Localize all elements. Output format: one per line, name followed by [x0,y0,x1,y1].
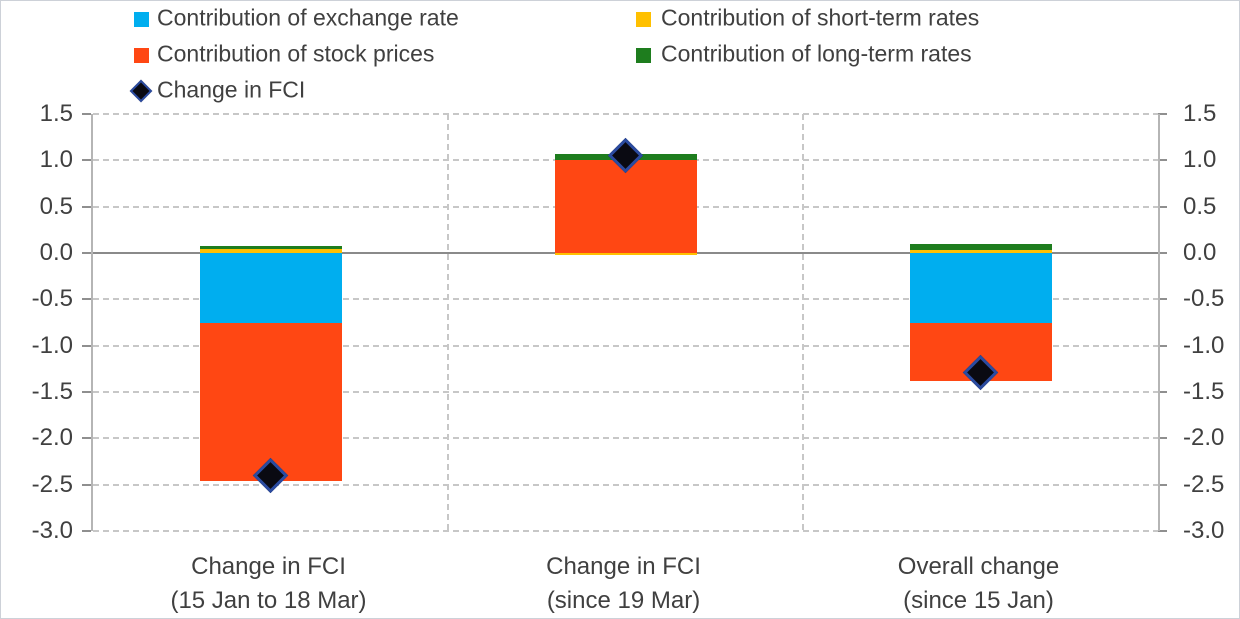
x-category-label: Change in FCI (15 Jan to 18 Mar) [99,550,439,618]
y-tick-label-left: 1.0 [39,146,73,174]
y-tick-mark-right [1158,344,1167,347]
y-tick-mark-right [1158,483,1167,486]
gridline-1.5 [93,113,1158,115]
legend-square-marker [636,48,651,63]
bar-segment [199,245,342,250]
y-tick-label-right: 0.5 [1183,192,1217,220]
y-tick-mark-right [1158,437,1167,440]
bar-segment [909,243,1052,251]
y-tick-mark-right [1158,391,1167,393]
category-separator [802,114,804,531]
y-tick-mark-left [82,391,91,393]
bar-segment [199,323,342,481]
gridline--0.5 [93,298,1158,301]
y-tick-label-left: -1.5 [31,378,73,405]
y-tick-label-left: -3.0 [31,517,73,544]
bar-segment [554,253,697,255]
bar-segment [199,253,342,324]
bar-segment [199,249,342,253]
gridline--1.5 [93,391,1158,393]
y-tick-mark-left [82,113,91,115]
gridline--2.5 [93,483,1158,486]
legend-label: Contribution of short-term rates [661,4,980,31]
y-tick-mark-left [82,344,91,347]
y-tick-label-right: -0.5 [1183,285,1225,313]
legend-diamond-marker [129,79,153,103]
gridline--2.0 [93,437,1158,440]
y-tick-label-right: -2.5 [1183,470,1225,498]
y-tick-label-left: 1.5 [39,100,73,127]
y-tick-label-right: -1.0 [1183,331,1225,359]
y-tick-label-right: -2.0 [1183,424,1225,452]
y-tick-label-right: 0.0 [1183,239,1217,266]
y-tick-label-left: 0.0 [39,239,73,266]
y-tick-mark-left [82,437,91,440]
legend-label: Contribution of stock prices [157,40,435,67]
y-tick-label-left: -1.0 [31,331,73,359]
x-category-label: Overall change (since 15 Jan) [809,550,1149,618]
y-tick-mark-left [82,159,91,162]
y-tick-mark-right [1158,113,1167,115]
x-category-label-line2: (since 19 Mar) [546,587,701,614]
y-tick-mark-right [1158,159,1167,162]
legend-square-marker [134,12,149,27]
category-separator [447,114,449,531]
y-tick-label-right: 1.0 [1183,146,1217,174]
y-tick-mark-left [82,252,91,254]
gridline--3.0 [93,530,1158,532]
bar-segment [909,253,1052,324]
y-tick-mark-left [82,205,91,208]
y-tick-mark-left [82,530,91,532]
y-tick-label-left: -2.0 [31,424,73,452]
y-tick-label-right: 1.5 [1183,100,1217,127]
y-tick-mark-left [82,483,91,486]
bar-segment [554,160,697,253]
y-tick-label-left: -0.5 [31,285,73,313]
legend-label: Change in FCI [157,76,306,103]
x-category-label-line1: Change in FCI [191,553,346,580]
y-tick-label-right: -3.0 [1183,517,1225,544]
x-category-label-line2: (since 15 Jan) [903,587,1054,614]
x-category-label-line1: Overall change [897,553,1060,580]
y-tick-label-right: -1.5 [1183,378,1225,405]
y-tick-label-left: -2.5 [31,470,73,498]
x-category-label: Change in FCI (since 19 Mar) [454,550,794,618]
y-tick-mark-right [1158,298,1167,301]
y-tick-mark-right [1158,252,1167,254]
legend-label: Contribution of long-term rates [661,40,972,67]
x-category-label-line1: Change in FCI [546,553,701,580]
legend-square-marker [636,12,651,27]
y-tick-mark-right [1158,530,1167,532]
y-tick-mark-left [82,298,91,301]
y-tick-mark-right [1158,205,1167,208]
bar-segment [909,250,1052,253]
gridline--1.0 [93,344,1158,347]
x-category-label-line2: (15 Jan to 18 Mar) [170,587,367,614]
y-tick-label-left: 0.5 [39,192,73,220]
plot-area [91,113,1160,532]
legend-label: Contribution of exchange rate [157,4,459,31]
legend-square-marker [134,48,149,63]
